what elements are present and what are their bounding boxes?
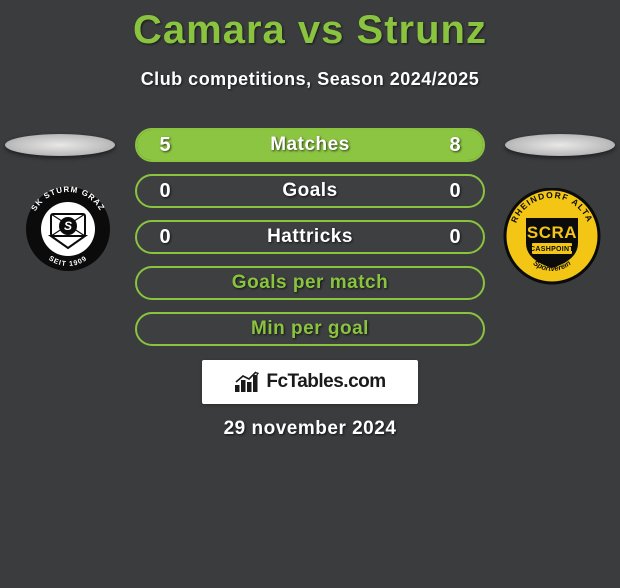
subtitle: Club competitions, Season 2024/2025 [0, 69, 620, 90]
badge-left-letter: S [64, 219, 72, 233]
stat-row-goals: 0 Goals 0 [135, 174, 485, 208]
player-left-placeholder [5, 134, 115, 156]
stat-row-hattricks: 0 Hattricks 0 [135, 220, 485, 254]
badge-right-sub-text: CASHPOINT [530, 246, 574, 253]
stat-label: Min per goal [251, 318, 369, 340]
stat-right-value: 0 [443, 180, 467, 203]
branding-icon [234, 371, 260, 393]
stat-row-matches: 5 Matches 8 [135, 128, 485, 162]
branding-text: FcTables.com [266, 371, 385, 393]
page-title: Camara vs Strunz [0, 8, 620, 53]
stat-label: Goals [282, 180, 337, 202]
stat-left-value: 0 [153, 180, 177, 203]
stat-left-value: 5 [153, 134, 177, 157]
club-badge-right: RHEINDORF ALTA Sportverein SCRA CASHPOIN… [502, 188, 602, 286]
player-right-placeholder [505, 134, 615, 156]
stat-right-value: 0 [443, 226, 467, 249]
stat-label: Goals per match [232, 272, 388, 294]
stat-left-value: 0 [153, 226, 177, 249]
stat-label: Hattricks [267, 226, 353, 248]
badge-right-center-text: SCRA [527, 223, 577, 242]
stat-label: Matches [270, 134, 350, 156]
stat-right-value: 8 [443, 134, 467, 157]
stat-row-goals-per-match: Goals per match [135, 266, 485, 300]
stat-rows: 5 Matches 8 0 Goals 0 0 Hattricks 0 Goal… [135, 128, 485, 358]
branding-box: FcTables.com [202, 360, 418, 404]
date-text: 29 november 2024 [224, 418, 397, 440]
stat-row-min-per-goal: Min per goal [135, 312, 485, 346]
club-badge-left: SK STURM GRAZ SEIT 1909 S [18, 186, 118, 272]
